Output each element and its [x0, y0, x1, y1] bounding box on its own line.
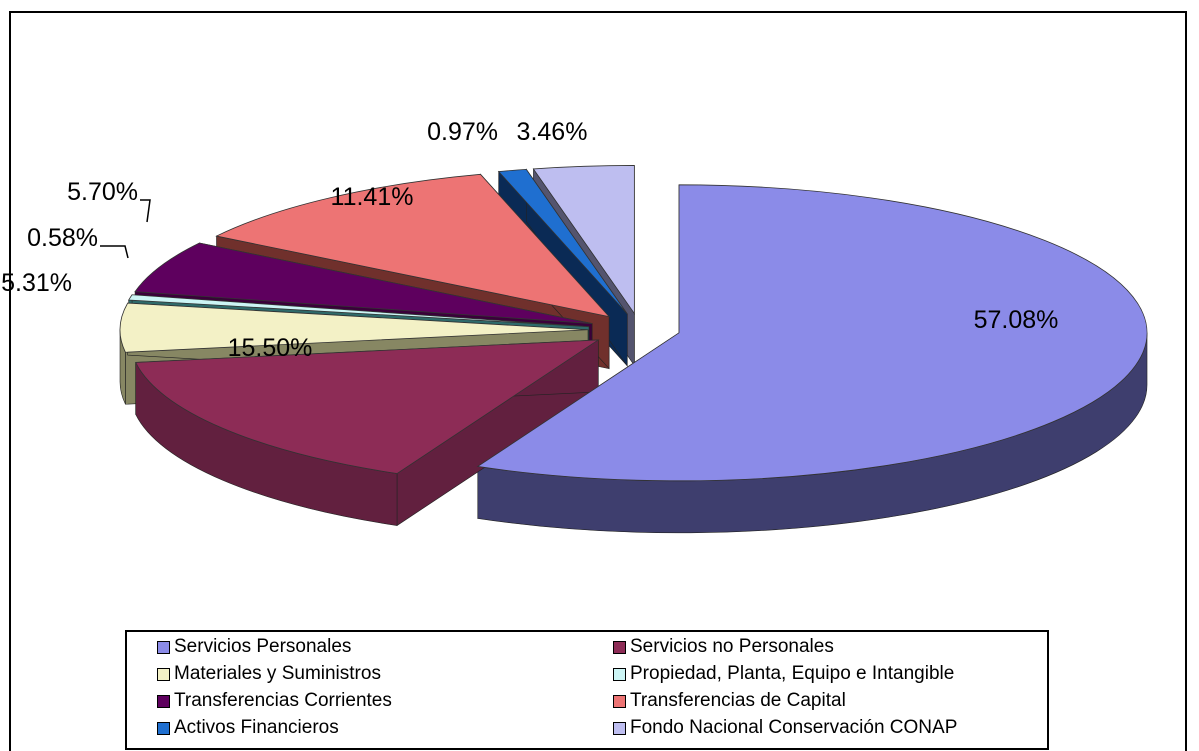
- data-label-servicios-personales: 57.08%: [974, 306, 1059, 334]
- chart-frame: [9, 11, 1187, 751]
- pie-slice-transferencias-corrientes: [134, 242, 593, 324]
- legend-item-propiedad-planta: Propiedad, Planta, Equipo e Intangible: [613, 662, 954, 686]
- data-label-activos-financieros: 0.97%: [427, 118, 498, 146]
- legend-swatch: [613, 640, 626, 654]
- pie-tops: [119, 165, 1148, 482]
- legend-item-fondo-nacional-conap: Fondo Nacional Conservación CONAP: [613, 716, 957, 740]
- data-label-fondo-nacional-conservacion-conap: 3.46%: [517, 118, 588, 146]
- pie-slice-materiales-y-suministros: [119, 302, 589, 353]
- legend: Servicios Personales Servicios no Person…: [125, 630, 1049, 750]
- legend-swatch: [157, 721, 170, 735]
- legend-label: Transferencias de Capital: [630, 690, 846, 711]
- legend-item-servicios-personales: Servicios Personales: [157, 635, 351, 659]
- legend-label: Activos Financieros: [174, 717, 339, 738]
- pie-slice-transferencias-de-capital: [215, 173, 611, 318]
- pie-labels: 57.08% 15.50% 5.31% 0.58% 5.70% 11.41% 0.97% 3.…: [1, 118, 1058, 362]
- legend-swatch: [157, 667, 170, 681]
- data-label-propiedad-planta-equipo-e-intangible: 0.58%: [27, 224, 98, 252]
- legend-item-activos-financieros: Activos Financieros: [157, 716, 339, 740]
- legend-swatch: [613, 721, 626, 735]
- legend-label: Transferencias Corrientes: [174, 690, 392, 711]
- legend-swatch: [613, 694, 626, 708]
- pie-slice-servicios-no-personales: [135, 339, 600, 474]
- legend-label: Servicios no Personales: [630, 636, 834, 657]
- data-label-transferencias-de-capital: 11.41%: [331, 183, 414, 211]
- legend-item-transferencias-corrientes: Transferencias Corrientes: [157, 689, 392, 713]
- legend-label: Propiedad, Planta, Equipo e Intangible: [630, 663, 955, 684]
- data-label-servicios-no-personales: 15.50%: [228, 334, 313, 362]
- legend-item-servicios-no-personales: Servicios no Personales: [613, 635, 834, 659]
- data-label-transferencias-corrientes: 5.70%: [67, 178, 138, 206]
- legend-swatch: [157, 694, 170, 708]
- legend-label: Materiales y Suministros: [174, 663, 381, 684]
- pie-slice-propiedad-planta-equipo-e-intangible: [128, 294, 590, 328]
- legend-label: Servicios Personales: [174, 636, 352, 657]
- pie-slice-servicios-personales: [476, 184, 1148, 482]
- pie-slice-activos-financieros: [497, 168, 628, 315]
- legend-label: Fondo Nacional Conservación CONAP: [630, 717, 958, 738]
- pie-slice-fondo-nacional-conservacion-conap: [532, 165, 635, 315]
- leader-line: [140, 199, 151, 223]
- legend-swatch: [157, 640, 170, 654]
- data-label-materiales-y-suministros: 5.31%: [1, 269, 72, 297]
- leader-line: [100, 245, 129, 259]
- legend-item-materiales-y-suministros: Materiales y Suministros: [157, 662, 381, 686]
- legend-swatch: [613, 667, 626, 681]
- legend-item-transferencias-de-capital: Transferencias de Capital: [613, 689, 846, 713]
